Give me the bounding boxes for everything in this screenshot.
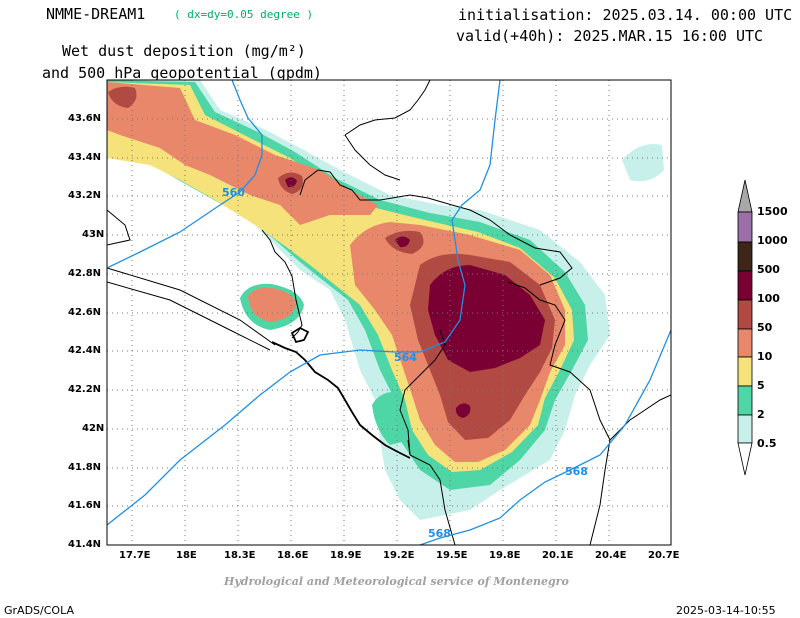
legend-swatch (737, 299, 753, 330)
map-title-line1: Wet dust deposition (mg/m²) (62, 42, 306, 60)
y-tick: 42.2N (68, 384, 102, 395)
x-tick: 19.8E (489, 550, 521, 561)
x-tick: 17.7E (119, 550, 151, 561)
dust-region-10-w (248, 287, 296, 322)
legend-label: 50 (757, 321, 773, 334)
y-tick: 43N (82, 229, 105, 240)
legend-label: 10 (757, 350, 773, 363)
legend-label: 1500 (757, 205, 788, 218)
resolution-label: ( dx=dy=0.05 degree ) (174, 8, 314, 21)
dust-region-100 (428, 265, 545, 372)
legend-swatch (737, 356, 753, 387)
legend-label: 5 (757, 379, 765, 392)
map-title-line2: and 500 hPa geopotential (gpdm) (42, 64, 322, 82)
credit-text: Hydrological and Meteorological service … (224, 575, 569, 588)
contour-label: 560 (222, 186, 245, 199)
dust-region-100-n (395, 236, 410, 248)
x-tick: 18E (176, 550, 197, 561)
coastline (271, 326, 411, 459)
x-tick: 18.6E (277, 550, 309, 561)
legend-swatch (737, 385, 753, 416)
dust-region-100-nw (285, 177, 297, 188)
legend-label: 100 (757, 292, 780, 305)
x-tick: 18.3E (224, 550, 256, 561)
legend-swatch-top (737, 179, 753, 213)
legend-swatch (737, 211, 753, 243)
init-time: initialisation: 2025.03.14. 00:00 UTC (458, 6, 793, 24)
y-tick: 43.4N (68, 152, 102, 163)
dust-region-0.5-east (622, 144, 664, 182)
legend-swatch (737, 270, 753, 301)
x-tick: 20.1E (542, 550, 574, 561)
grid-lines (107, 80, 671, 545)
legend-label: 2 (757, 408, 765, 421)
map-frame (106, 79, 672, 546)
x-tick: 18.9E (330, 550, 362, 561)
legend-swatch (737, 241, 753, 272)
y-tick: 42.4N (68, 345, 102, 356)
contour-label: 568 (428, 527, 451, 540)
legend-swatch-bottom (737, 442, 753, 476)
y-tick: 42.6N (68, 307, 102, 318)
dust-region-50-nw (108, 86, 137, 108)
x-tick: 20.7E (648, 550, 680, 561)
legend-colorbar (737, 179, 753, 476)
dust-region-10 (107, 82, 378, 225)
legend-label: 500 (757, 263, 780, 276)
dust-region-2-sw (372, 391, 411, 445)
x-tick: 19.2E (383, 550, 415, 561)
dust-field (107, 80, 664, 520)
software-label: GrADS/COLA (4, 604, 74, 617)
model-name: NMME-DREAM1 (46, 5, 146, 23)
timestamp-label: 2025-03-14-10:55 (676, 604, 776, 617)
y-tick: 42.8N (68, 268, 102, 279)
y-tick: 43.6N (68, 113, 102, 124)
contour-label: 568 (565, 465, 588, 478)
legend-swatch (737, 414, 753, 444)
y-tick: 41.6N (68, 500, 102, 511)
y-tick: 43.2N (68, 190, 102, 201)
geopotential-contours (107, 80, 671, 545)
y-tick: 41.4N (68, 539, 102, 550)
legend-swatch (737, 328, 753, 358)
x-tick: 19.5E (436, 550, 468, 561)
legend-label: 1000 (757, 234, 788, 247)
y-tick: 41.8N (68, 462, 102, 473)
x-tick: 20.4E (595, 550, 627, 561)
legend-label: 0.5 (757, 437, 777, 450)
country-borders (107, 80, 671, 545)
valid-time: valid(+40h): 2025.MAR.15 16:00 UTC (456, 27, 764, 45)
dust-region-100-s (455, 403, 471, 418)
y-tick: 42N (82, 423, 105, 434)
contour-label: 564 (394, 351, 417, 364)
